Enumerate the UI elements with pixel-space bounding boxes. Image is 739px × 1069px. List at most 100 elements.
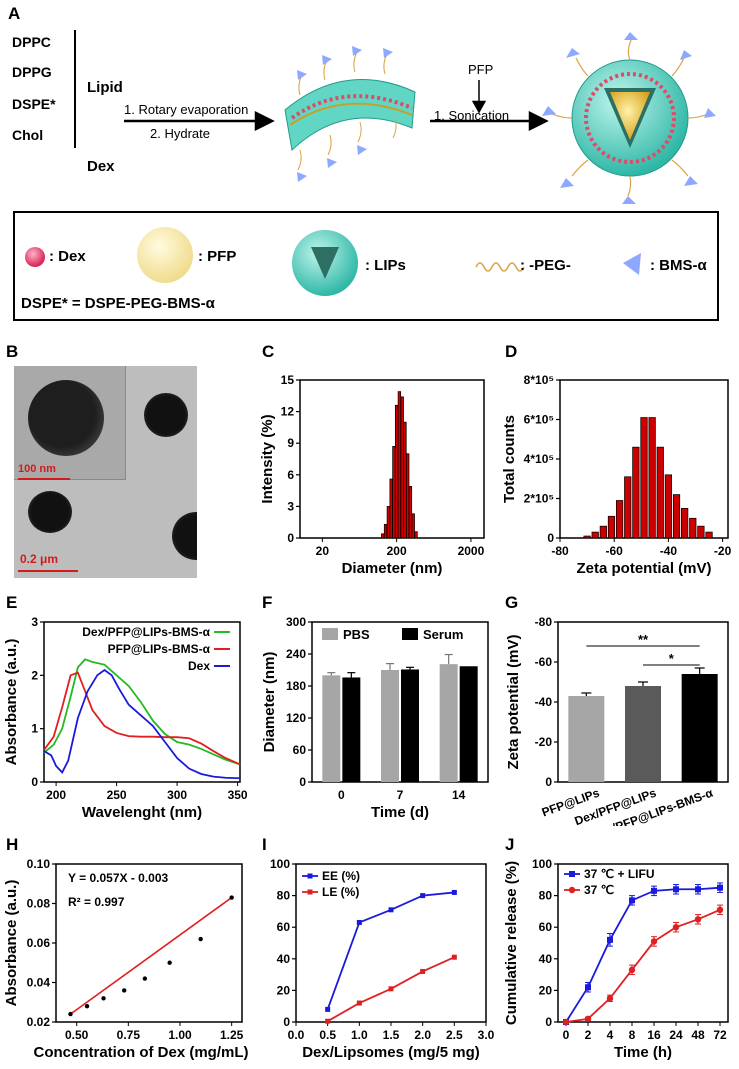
series-line — [565, 908, 721, 1023]
data-point — [562, 1018, 570, 1026]
data-point — [388, 907, 394, 913]
x-axis-label: Concentration of Dex (mg/mL) — [33, 1044, 248, 1061]
y-tick-label: 0 — [545, 775, 552, 789]
x-tick-label: 350 — [228, 788, 248, 802]
x-tick-label: 0.0 — [288, 1028, 305, 1042]
x-axis-label: Wavelenght (nm) — [82, 804, 202, 821]
histogram-bar — [394, 404, 399, 539]
panel-label-c: C — [262, 342, 275, 361]
y-tick-label: 3 — [287, 499, 294, 513]
component-dppg: DPPG — [12, 64, 52, 80]
y-tick-label: 12 — [281, 405, 295, 419]
bar — [342, 677, 361, 782]
data-point — [101, 996, 106, 1001]
x-tick-label: 2 — [585, 1028, 592, 1042]
data-point — [629, 897, 635, 904]
step-rotary: 1. Rotary evaporation — [124, 102, 249, 117]
bar — [625, 686, 661, 782]
y-axis-label: Absorbance (a.u.) — [3, 639, 20, 766]
y-tick-label: -20 — [535, 735, 553, 749]
data-point — [198, 936, 203, 942]
x-tick-label: 200 — [46, 788, 66, 802]
histogram-bar — [397, 391, 402, 539]
y-tick-label: 9 — [287, 436, 294, 450]
tem-particle — [172, 512, 197, 560]
bracket-line — [74, 30, 76, 148]
y-tick-label: 120 — [286, 711, 306, 725]
y-tick-label: 100 — [270, 857, 290, 871]
y-tick-label: 0 — [299, 775, 306, 789]
y-tick-label: 0 — [547, 531, 554, 545]
y-tick-label: 2 — [31, 668, 38, 682]
x-tick-label: 300 — [167, 788, 187, 802]
data-point — [68, 1011, 73, 1017]
y-tick-label: 6*10⁵ — [524, 413, 554, 427]
y-tick-label: 80 — [277, 889, 291, 903]
histogram-bar — [400, 396, 404, 539]
histogram-bar — [599, 525, 607, 539]
y-tick-label: 1 — [31, 722, 38, 736]
x-axis-label: Time (d) — [371, 804, 429, 821]
y-tick-label: 180 — [286, 679, 306, 693]
legend-label: PFP@LIPs-BMS-α — [108, 642, 211, 656]
x-axis-label: Dex/Lipsomes (mg/5 mg) — [302, 1044, 480, 1061]
inset-scale-label: 100 nm — [18, 463, 56, 475]
spectrum-line — [43, 671, 241, 766]
significance-marker: ** — [638, 632, 649, 647]
data-point — [673, 886, 679, 893]
bms-triangle-icon — [623, 253, 641, 275]
data-point — [717, 884, 723, 891]
plot-frame — [55, 863, 243, 1023]
histogram-bar — [383, 523, 388, 539]
y-tick-label: -80 — [535, 615, 553, 629]
histogram-bar — [656, 446, 664, 539]
histogram-bar — [392, 446, 396, 539]
histogram-bar — [403, 421, 407, 539]
panel-label-d: D — [505, 342, 518, 361]
main-scale-label: 0.2 μm — [20, 552, 59, 566]
histogram-bar — [632, 446, 640, 539]
x-tick-label: 0 — [563, 1028, 570, 1042]
lipid-bilayer-icon — [284, 46, 416, 182]
legend-label: 37 ℃ + LIFU — [584, 867, 655, 881]
schematic-graphics — [124, 32, 716, 204]
bar — [439, 664, 458, 782]
y-tick-label: 40 — [277, 952, 291, 966]
y-tick-label: -60 — [535, 655, 553, 669]
plot-frame — [311, 621, 489, 783]
histogram-bar — [648, 417, 656, 539]
liposome-icon — [542, 32, 716, 204]
legend-label: Serum — [423, 627, 463, 642]
data-point — [694, 916, 702, 923]
data-point — [451, 954, 457, 960]
x-tick-label: 1.00 — [168, 1028, 192, 1042]
histogram-bar — [616, 500, 624, 539]
x-tick-label: 0.5 — [319, 1028, 336, 1042]
histogram-bar — [689, 517, 697, 539]
data-point — [650, 938, 658, 945]
histogram-bar — [583, 535, 591, 539]
data-point — [420, 893, 426, 899]
series-line — [565, 886, 721, 1023]
x-tick-label: -40 — [660, 544, 678, 558]
y-tick-label: 40 — [539, 952, 553, 966]
y-tick-label: 0.10 — [27, 857, 51, 871]
histogram-bar — [411, 513, 415, 539]
y-tick-label: 60 — [293, 743, 307, 757]
x-tick-label: 24 — [669, 1028, 683, 1042]
panel-label-j: J — [505, 835, 515, 854]
data-point — [584, 1015, 592, 1023]
histogram-bar — [672, 494, 681, 539]
inset-scale-bar — [18, 478, 70, 480]
data-point — [325, 1006, 331, 1012]
liposome-small-icon — [292, 230, 358, 296]
data-point — [388, 986, 394, 992]
y-tick-label: 4*10⁵ — [524, 452, 554, 466]
y-tick-label: 6 — [287, 468, 294, 482]
panel-label-h: H — [6, 835, 19, 854]
data-point — [716, 906, 724, 914]
data-point — [122, 988, 127, 993]
histogram-bar — [607, 515, 616, 539]
tem-particle-large — [28, 380, 104, 456]
bar — [681, 674, 718, 782]
